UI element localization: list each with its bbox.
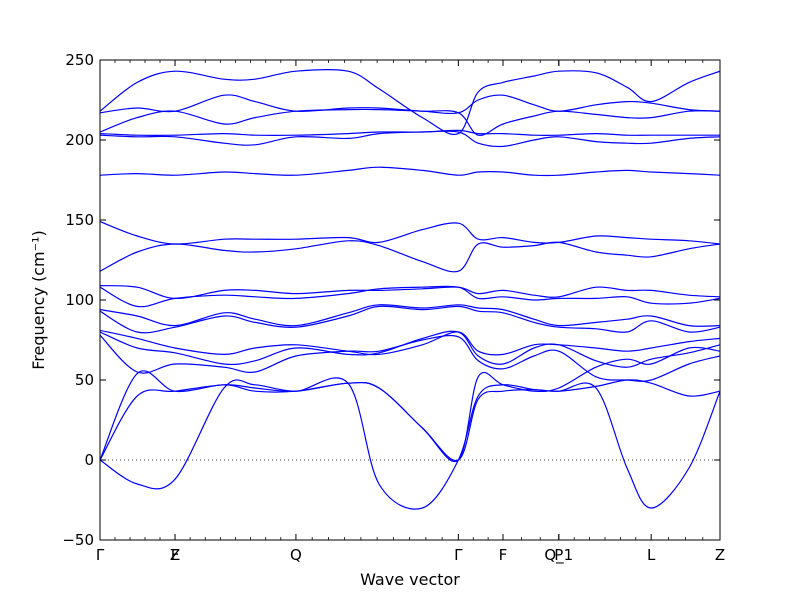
y-tick-label: 250: [65, 51, 94, 69]
x-axis-ticks: Γ ZF Q Γ F Q_1P L Z: [96, 60, 725, 565]
band-line-14: [100, 130, 720, 148]
y-tick-label: 0: [84, 451, 94, 469]
x-tick-label: Q: [290, 546, 302, 564]
band-line-15: [100, 129, 720, 137]
x-tick-label: Γ: [96, 546, 105, 564]
y-axis-label: Frequency (cm⁻¹): [29, 230, 48, 369]
y-tick-label: −50: [62, 531, 94, 549]
band-line-1: [100, 377, 720, 510]
band-line-8: [100, 304, 720, 327]
y-axis-ticks: −50 0 50 100 150 200 250: [62, 51, 720, 549]
x-tick-label: Z: [170, 546, 180, 564]
y-tick-label: 50: [75, 371, 94, 389]
band-line-11: [100, 240, 720, 273]
x-tick-label: F: [499, 546, 508, 564]
plot-frame: [99, 59, 721, 541]
x-tick-label: L: [647, 546, 656, 564]
y-tick-label: 150: [65, 211, 94, 229]
x-tick-label: Z: [715, 546, 725, 564]
x-tick-label: Γ: [454, 546, 463, 564]
x-tick-label: F: [171, 546, 180, 564]
band-line-7: [100, 305, 720, 334]
x-tick-label: Q_1: [544, 546, 573, 565]
x-tick-label: P: [554, 546, 563, 564]
band-line-13: [100, 166, 720, 177]
y-tick-label: 200: [65, 131, 94, 149]
band-line-18: [100, 68, 720, 136]
y-tick-label: 100: [65, 291, 94, 309]
band-line-4: [100, 334, 720, 382]
band-line-3: [100, 346, 720, 463]
band-line-5: [100, 330, 720, 368]
band-line-12: [100, 221, 720, 245]
band-line-17: [100, 94, 720, 115]
band-line-6: [100, 329, 720, 356]
band-line-10: [100, 285, 720, 300]
band-lines: [100, 68, 720, 510]
x-axis-label: Wave vector: [360, 570, 460, 589]
